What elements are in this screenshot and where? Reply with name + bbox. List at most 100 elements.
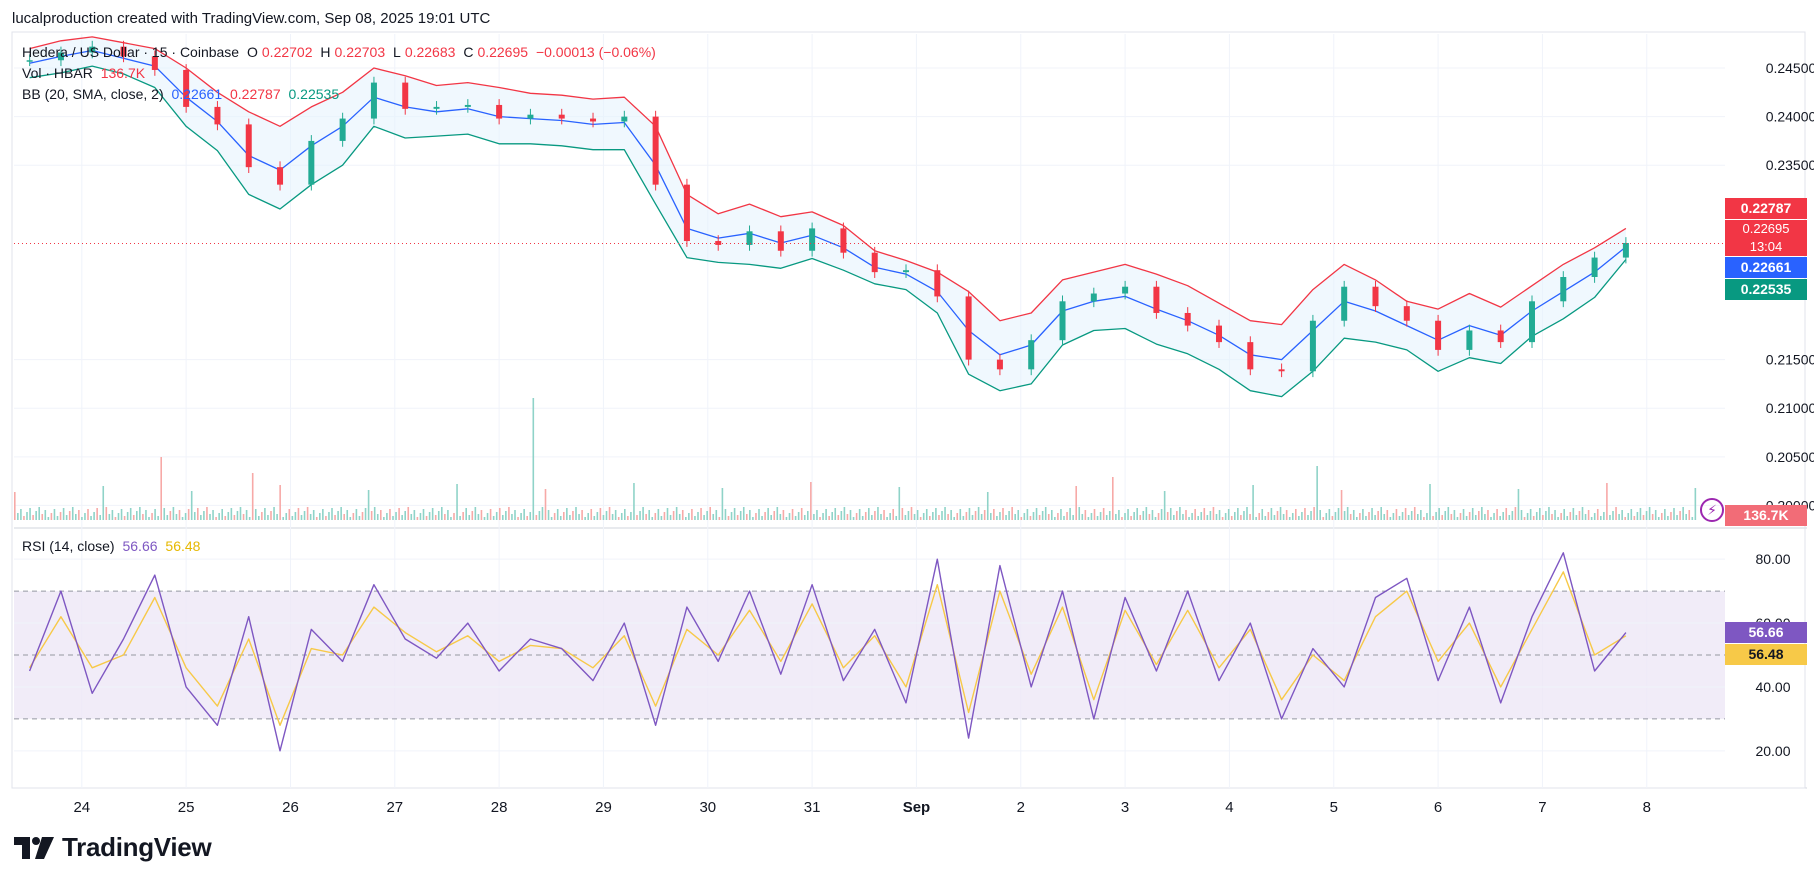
- bb-basis-price-tag: 0.22661: [1725, 257, 1807, 278]
- volume-bar: [99, 515, 101, 520]
- volume-bar: [1520, 510, 1523, 520]
- volume-bar: [895, 516, 898, 520]
- candle-body: [339, 118, 346, 141]
- volume-bar: [1160, 509, 1163, 520]
- volume-bar: [1246, 507, 1248, 520]
- volume-bar: [1011, 507, 1013, 520]
- volume-bar: [1322, 517, 1325, 520]
- volume-bar: [703, 515, 705, 520]
- y-tick-label: 0.24500: [1766, 60, 1814, 76]
- volume-bar: [1008, 511, 1010, 520]
- volume-bar: [1532, 516, 1535, 520]
- volume-bar: [569, 515, 571, 520]
- rsi-legend[interactable]: RSI (14, close) 56.66 56.48: [22, 538, 204, 554]
- volume-bar: [1182, 514, 1184, 520]
- volume-bar: [590, 509, 593, 520]
- candle-body: [558, 114, 565, 119]
- volume-bar: [264, 508, 266, 520]
- lightning-icon[interactable]: ⚡: [1700, 498, 1724, 522]
- volume-bar: [1508, 515, 1511, 520]
- volume-bar: [681, 510, 684, 520]
- volume-bar: [956, 513, 959, 520]
- candle-body: [777, 231, 784, 251]
- bb-legend[interactable]: BB (20, SMA, close, 2) 0.22661 0.22787 0…: [22, 86, 343, 102]
- volume-bar: [538, 511, 541, 520]
- tradingview-logo[interactable]: TradingView: [14, 832, 212, 863]
- volume-bar: [1627, 513, 1630, 520]
- volume-bar: [1230, 516, 1233, 520]
- volume-bar: [520, 513, 522, 520]
- volume-bars: [14, 398, 1697, 520]
- volume-bar: [315, 517, 318, 520]
- volume-bar: [1426, 513, 1428, 520]
- volume-bar: [1642, 515, 1645, 520]
- volume-bar: [1423, 517, 1425, 520]
- symbol-legend[interactable]: Hedera / US Dollar · 15 · Coinbase O 0.22…: [22, 44, 660, 60]
- candle-body: [183, 69, 190, 107]
- volume-bar: [1133, 512, 1135, 520]
- volume-legend[interactable]: Vol · HBAR 136.7K: [22, 65, 149, 81]
- volume-bar: [843, 507, 846, 520]
- volume-bar: [803, 515, 806, 520]
- volume-bar: [828, 516, 830, 520]
- candle-body: [1122, 286, 1129, 294]
- volume-bar: [1621, 510, 1623, 520]
- volume-bar: [1441, 515, 1443, 520]
- volume-bar: [1295, 509, 1297, 520]
- volume-bar: [736, 515, 739, 520]
- volume-bar: [800, 508, 803, 520]
- volume-bar: [1362, 509, 1364, 520]
- volume-bar: [1124, 513, 1126, 520]
- volume-bar: [1554, 510, 1556, 520]
- volume-bar: [648, 510, 650, 520]
- volume-bar: [813, 514, 815, 520]
- volume-bar: [922, 513, 925, 520]
- volume-bar: [993, 509, 995, 520]
- volume-bar: [807, 511, 809, 520]
- volume-bar: [370, 511, 373, 520]
- volume-bar: [337, 511, 339, 520]
- volume-bar: [380, 510, 382, 520]
- volume-bar: [398, 508, 400, 520]
- volume-bar: [669, 515, 672, 520]
- volume-bar: [474, 507, 477, 520]
- volume-bar: [212, 510, 214, 520]
- volume-bar: [1301, 512, 1303, 520]
- candle-body: [464, 104, 471, 107]
- volume-bar: [1224, 513, 1227, 520]
- volume-bar: [1380, 507, 1382, 520]
- volume-bar: [1359, 513, 1361, 520]
- volume-bar: [422, 509, 425, 520]
- volume-bar: [279, 485, 281, 520]
- volume-bar: [1664, 509, 1666, 520]
- candle-body: [652, 116, 659, 185]
- volume-bar: [1102, 508, 1105, 520]
- volume-bar: [477, 514, 480, 520]
- volume-bar: [1453, 510, 1456, 520]
- volume-bar: [1639, 508, 1642, 520]
- volume-bar: [1456, 517, 1459, 520]
- x-tick-label: 8: [1643, 799, 1651, 816]
- volume-bar: [1148, 514, 1151, 520]
- volume-bar: [328, 512, 330, 520]
- volume-bar: [215, 517, 217, 520]
- volume-bar: [620, 513, 623, 520]
- volume-bar: [1273, 515, 1276, 520]
- volume-bar: [312, 510, 315, 520]
- volume-bar: [608, 507, 611, 520]
- volume-bar: [727, 516, 730, 520]
- rsi-ma-line: [29, 571, 1627, 726]
- volume-bar: [1285, 510, 1288, 520]
- volume-bar: [1548, 507, 1550, 520]
- volume-bar: [90, 516, 92, 520]
- volume-bar: [1365, 516, 1367, 520]
- volume-bar: [523, 509, 525, 520]
- volume-bar: [947, 514, 949, 520]
- volume-bar: [1505, 508, 1508, 520]
- volume-bar: [1624, 517, 1626, 520]
- volume-bar: [139, 507, 141, 520]
- volume-bar: [163, 508, 166, 520]
- volume-bar: [1316, 466, 1318, 520]
- volume-bar: [1694, 488, 1697, 520]
